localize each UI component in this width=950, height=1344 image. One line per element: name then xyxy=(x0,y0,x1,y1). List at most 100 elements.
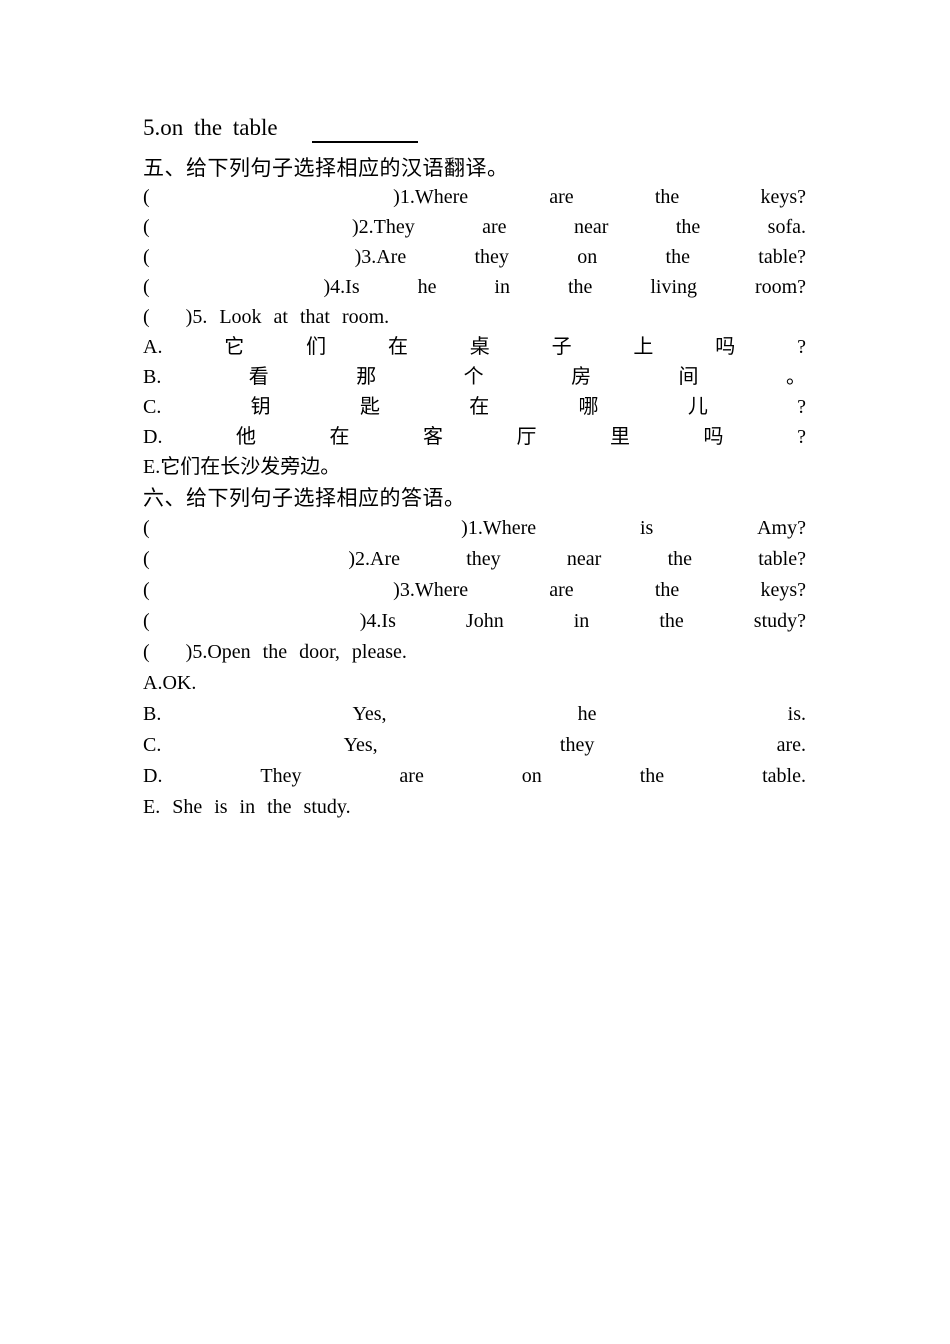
word-gap xyxy=(572,347,634,348)
answer-blank[interactable] xyxy=(311,126,418,143)
word: 。 xyxy=(785,366,806,388)
word-gap xyxy=(161,407,250,408)
word-gap xyxy=(443,437,517,438)
word-gap xyxy=(490,347,552,348)
question-row: ()3.Are they on the table? xyxy=(143,242,806,272)
word-gap xyxy=(271,407,360,408)
word-gap xyxy=(574,589,655,590)
word-gap xyxy=(269,377,356,378)
word-gap xyxy=(162,347,224,348)
option-row-text: E.它们在长沙发旁边。 xyxy=(143,456,341,478)
word: D. xyxy=(143,426,163,448)
section-five-options: A. 它们在桌子上吗? B. 看那个房间。 C. 钥匙在哪儿? D. 他在客厅里吗? E.它们在… xyxy=(143,332,806,482)
word: ( xyxy=(143,547,150,570)
word-gap xyxy=(244,347,306,348)
question-row: ()4.Is John in the study? xyxy=(143,605,806,636)
word-gap xyxy=(630,437,704,438)
word-gap xyxy=(380,407,469,408)
word-gap xyxy=(378,744,560,745)
word: in xyxy=(494,276,510,298)
word: )4.Is xyxy=(359,609,396,632)
word: Amy? xyxy=(757,516,806,539)
word: they xyxy=(474,246,509,268)
word-gap xyxy=(484,377,571,378)
word: 们 xyxy=(306,336,327,358)
section-six-heading: 六、给下列句子选择相应的答语。 xyxy=(143,486,466,510)
word: ( xyxy=(143,609,150,632)
word: near xyxy=(566,547,602,570)
word: 看 xyxy=(248,366,269,388)
word-gap xyxy=(349,437,423,438)
word: 个 xyxy=(463,366,484,388)
page-content: 5.on the table 五、给下列句子选择相应的汉语翻译。 ()1.Whe… xyxy=(143,113,806,822)
word: living xyxy=(650,276,697,298)
option-row: D. They are on the table. xyxy=(143,760,806,791)
word: John xyxy=(465,609,504,632)
word-gap xyxy=(161,713,352,714)
word: 它 xyxy=(224,336,245,358)
word: A. xyxy=(143,336,163,358)
question-row: ( )5. Look at that room. xyxy=(143,302,806,332)
word-gap xyxy=(589,620,659,621)
word-gap xyxy=(574,197,655,198)
word: B. xyxy=(143,366,162,388)
word: ( xyxy=(143,578,150,601)
fill-in-item-row: 5.on the table xyxy=(143,113,806,143)
word-gap xyxy=(162,775,260,776)
option-row: E.它们在长沙发旁边。 xyxy=(143,452,806,482)
word: is. xyxy=(787,702,807,725)
section-six-options: A.OK. B. Yes, he is. C. Yes, they are. D. They are o… xyxy=(143,667,806,822)
word-gap xyxy=(406,257,474,258)
option-row-text: E. She is in the study. xyxy=(143,795,351,818)
word: the xyxy=(675,216,701,238)
word: 儿 xyxy=(687,396,708,418)
section-five-questions: ()1.Where are the keys? ()2.They are near the so… xyxy=(143,182,806,332)
word: ? xyxy=(797,336,806,358)
word-gap xyxy=(436,287,494,288)
word-gap xyxy=(387,713,578,714)
word: C. xyxy=(143,396,162,418)
word: the xyxy=(639,764,665,787)
word: 在 xyxy=(329,426,350,448)
word: 在 xyxy=(387,336,408,358)
word-gap xyxy=(591,377,678,378)
word-gap xyxy=(537,437,611,438)
word: ? xyxy=(797,396,807,418)
word-gap xyxy=(396,620,466,621)
word-gap xyxy=(599,407,688,408)
word-gap xyxy=(468,589,549,590)
word-gap xyxy=(376,377,463,378)
word: )2.They xyxy=(351,216,415,238)
word: )1.Where xyxy=(461,516,537,539)
word: keys? xyxy=(760,186,806,208)
word-gap xyxy=(150,257,355,258)
word: ( xyxy=(143,276,150,298)
word-gap xyxy=(507,227,574,228)
word: 客 xyxy=(423,426,443,448)
word-gap xyxy=(150,620,360,621)
word-gap xyxy=(684,620,754,621)
word: 子 xyxy=(551,336,572,358)
word-gap xyxy=(597,257,665,258)
word-gap xyxy=(653,527,757,528)
word: they xyxy=(559,733,595,756)
word: are. xyxy=(776,733,807,756)
word: the xyxy=(659,609,684,632)
word: Yes, xyxy=(352,702,387,725)
question-row: ()2.Are they near the table? xyxy=(143,543,806,574)
word: ( xyxy=(143,216,150,238)
word-gap xyxy=(161,377,248,378)
word-gap xyxy=(150,527,461,528)
word-gap xyxy=(256,437,330,438)
word-gap xyxy=(735,347,797,348)
section-six-questions: ()1.Where is Amy?()2.Are they near the table?(… xyxy=(143,512,806,667)
fill-in-item-label: 5.on the table xyxy=(143,115,278,140)
word-gap xyxy=(592,287,650,288)
word: the xyxy=(654,578,680,601)
word: ( xyxy=(143,516,150,539)
word-gap xyxy=(504,620,574,621)
option-row: B. 看 那 个 房 间 。 xyxy=(143,362,806,392)
word-gap xyxy=(501,558,567,559)
word: on xyxy=(521,764,542,787)
word-gap xyxy=(653,347,715,348)
